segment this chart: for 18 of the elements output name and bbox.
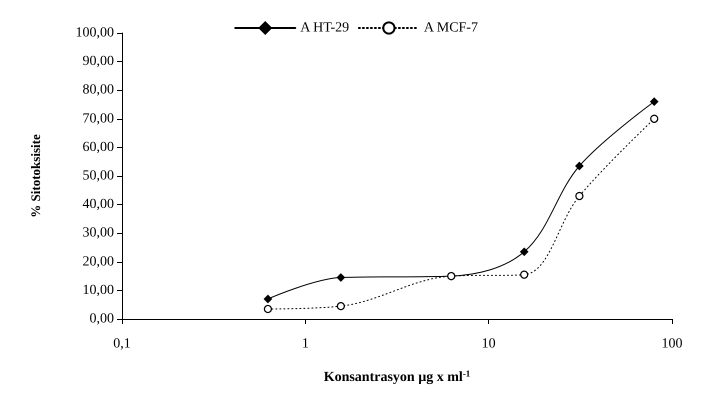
x-tick-label: 1 bbox=[302, 336, 309, 352]
y-tick-label: 90,00 bbox=[82, 54, 114, 70]
y-tick-label: 40,00 bbox=[82, 197, 114, 212]
x-tick-label: 0,1 bbox=[113, 336, 131, 352]
legend-label: A HT-29 bbox=[300, 20, 350, 36]
y-tick-label: 100,00 bbox=[76, 26, 114, 40]
y-axis-title: % Sitotoksisite bbox=[28, 134, 43, 218]
legend-label: A MCF-7 bbox=[424, 20, 478, 36]
y-tick-label: 80,00 bbox=[82, 82, 114, 98]
y-tick-label: 0,00 bbox=[90, 312, 114, 326]
y-tick-label: 30,00 bbox=[82, 226, 114, 241]
x-tick-label: 100 bbox=[662, 336, 682, 352]
y-tick-label: 50,00 bbox=[82, 168, 114, 184]
y-tick-label: 60,00 bbox=[82, 140, 114, 155]
x-tick-label: 10 bbox=[482, 336, 496, 352]
y-tick-label: 20,00 bbox=[82, 254, 114, 270]
y-tick-label: 10,00 bbox=[82, 282, 114, 298]
y-tick-label: 70,00 bbox=[82, 111, 114, 126]
